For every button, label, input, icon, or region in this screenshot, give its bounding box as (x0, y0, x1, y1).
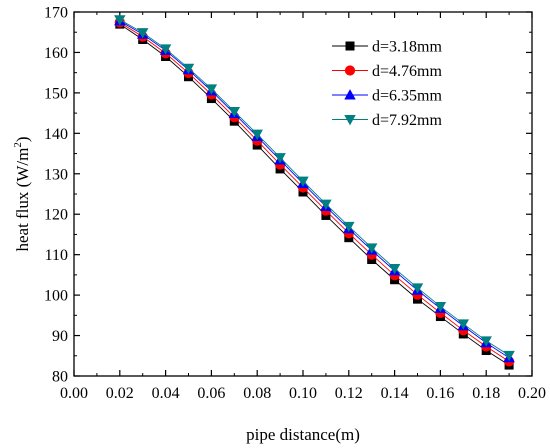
y-tick-label: 100 (44, 288, 68, 305)
y-tick-label: 140 (44, 126, 68, 143)
series-line (119, 20, 510, 359)
y-axis-title: heat flux (W/m2) (12, 136, 32, 251)
x-tick-label: 0.06 (197, 385, 225, 402)
x-axis-title: pipe distance(m) (246, 425, 360, 444)
y-tick-label: 160 (44, 45, 68, 62)
data-point (205, 84, 218, 95)
legend-label: d=4.76mm (372, 63, 442, 80)
x-tick-label: 0.04 (152, 385, 180, 402)
x-tick-label: 0.18 (472, 385, 500, 402)
y-tick-label: 150 (44, 85, 68, 102)
x-tick-label: 0.20 (518, 385, 546, 402)
legend-label: d=6.35mm (372, 88, 442, 105)
legend-marker (344, 115, 356, 126)
legend-marker (344, 65, 356, 76)
data-point (320, 199, 332, 210)
axis-ticks: 0.00 0.02 0.04 0.06 0.08 0.10 0.12 0.14 0.16 0.18… (44, 5, 546, 403)
data-point (136, 28, 149, 39)
legend-entry: d=6.35mm (332, 88, 442, 105)
series-line (119, 19, 510, 356)
data-point (388, 263, 401, 275)
data-point (480, 336, 492, 347)
legend-label: d=3.18mm (372, 39, 442, 56)
y-tick-label: 90 (52, 328, 68, 345)
x-tick-label: 0.12 (335, 385, 363, 402)
series-d=6.35mm (114, 15, 515, 363)
y-tick-label: 130 (44, 166, 68, 183)
data-point (159, 44, 172, 55)
data-point (274, 153, 286, 164)
x-tick-label: 0.14 (381, 385, 409, 402)
data-point (343, 221, 355, 233)
series-d=7.92mm (114, 15, 515, 362)
data-point (457, 319, 470, 330)
data-point (365, 243, 378, 254)
y-tick-label: 120 (44, 207, 68, 224)
legend-entry: d=7.92mm (332, 112, 442, 129)
data-point (434, 301, 447, 313)
x-tick-label: 0.16 (426, 385, 454, 402)
legend-entry: d=3.18mm (332, 39, 442, 56)
data-point (503, 350, 515, 362)
data-point (411, 283, 424, 294)
legend-marker (344, 89, 356, 100)
data-point (297, 176, 309, 187)
legend: d=3.18mm d=4.76mm d=6.35mm d=7.92mm (332, 39, 442, 129)
legend-marker (345, 41, 355, 51)
y-tick-label: 110 (45, 247, 68, 264)
y-tick-label: 170 (44, 5, 68, 22)
y-tick-label: 80 (52, 369, 68, 386)
series-layer (114, 15, 515, 370)
data-point (114, 15, 126, 26)
x-tick-label: 0.00 (60, 385, 88, 402)
legend-entry: d=4.76mm (332, 63, 442, 80)
data-point (228, 107, 241, 118)
x-tick-label: 0.08 (243, 385, 271, 402)
data-point (251, 129, 263, 140)
x-tick-label: 0.10 (289, 385, 317, 402)
legend-label: d=7.92mm (372, 112, 442, 129)
data-point (182, 63, 195, 75)
x-tick-label: 0.02 (106, 385, 134, 402)
